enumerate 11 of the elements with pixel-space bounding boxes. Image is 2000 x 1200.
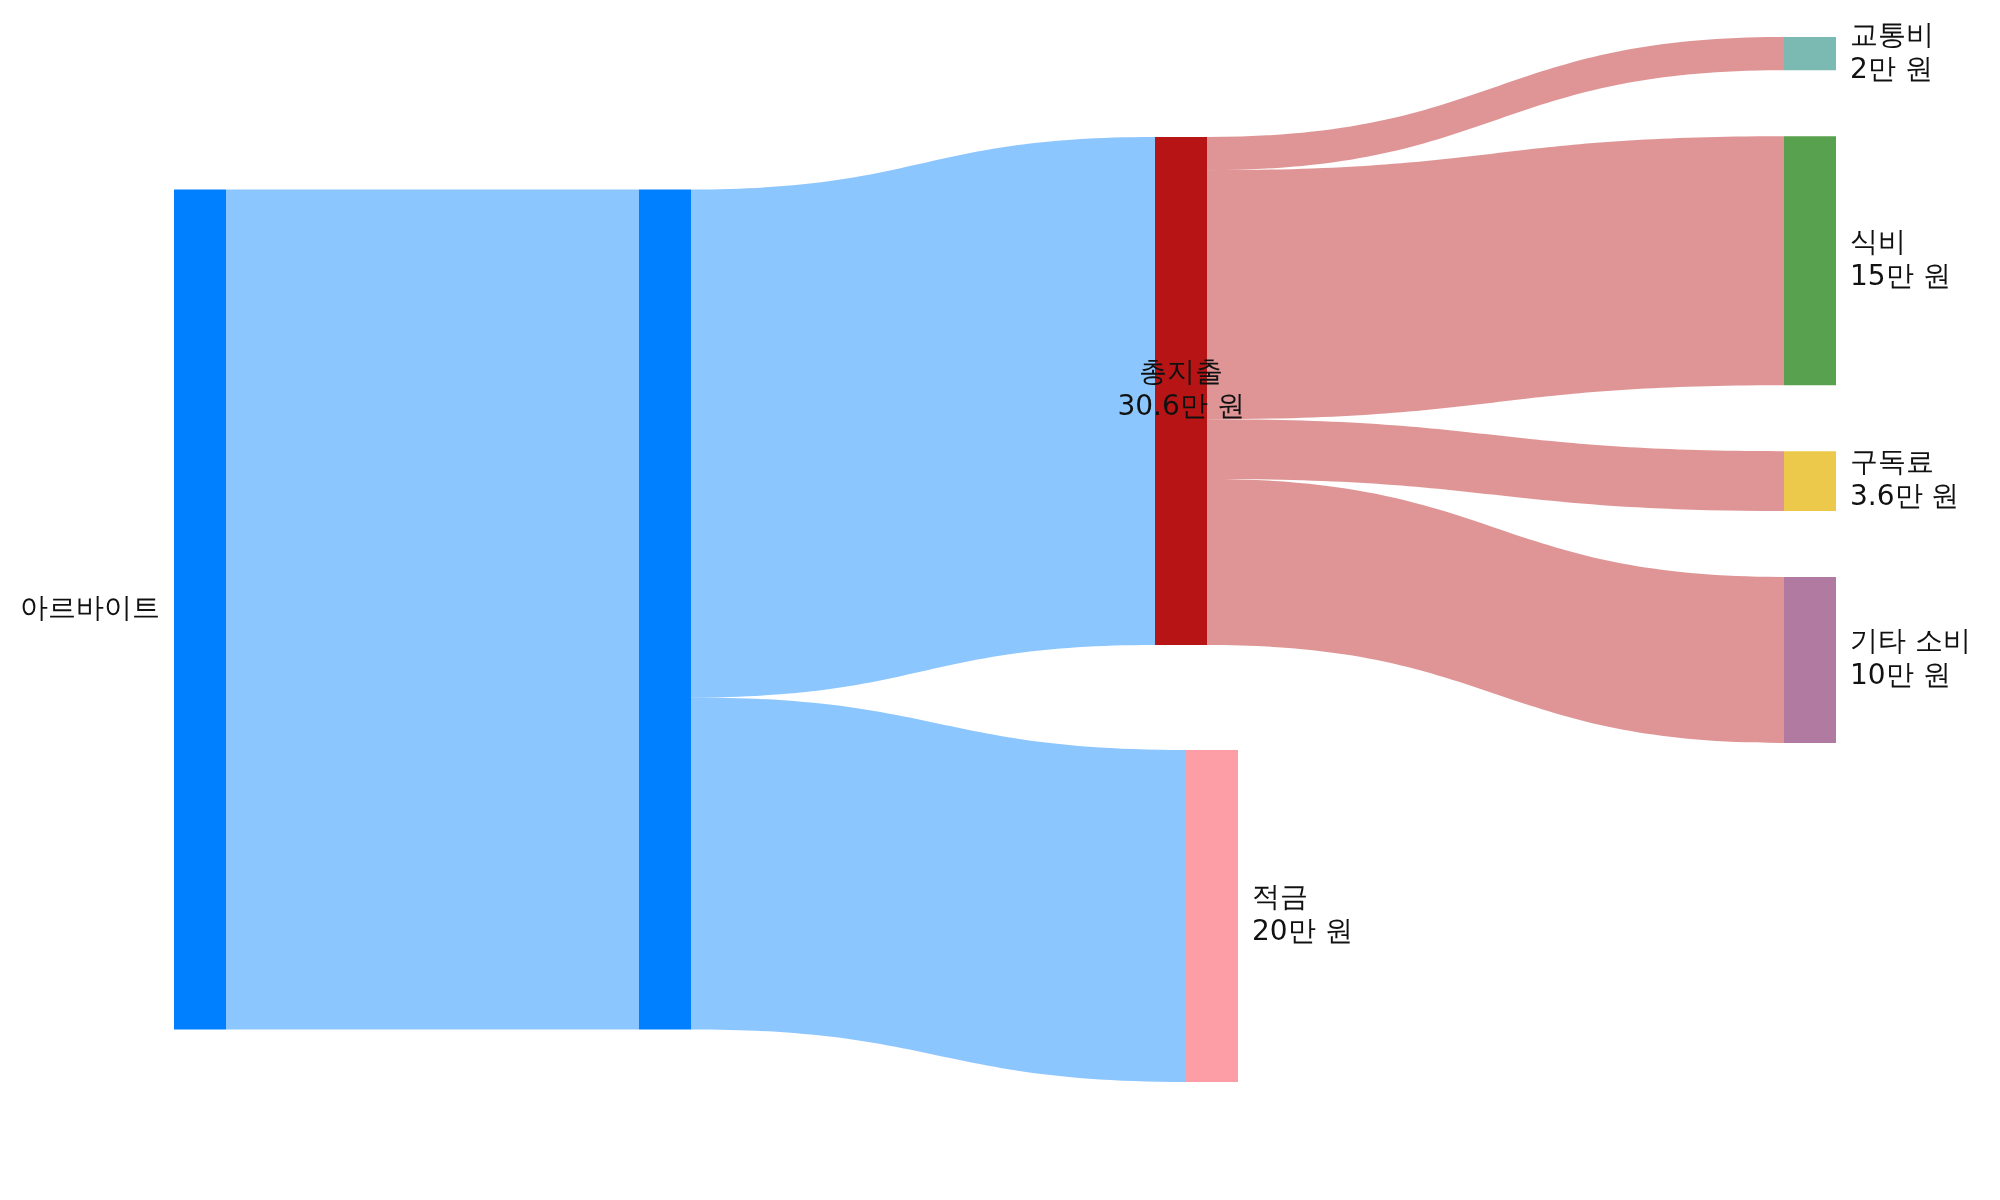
category-label: 아르바이트: [20, 590, 160, 624]
category-label: 교통비: [1850, 17, 1934, 51]
category-label: 기타 소비: [1850, 624, 1971, 658]
data-label: 15만 원: [1850, 258, 1951, 292]
category-label: 구독료: [1850, 445, 1934, 479]
data-label: 2만 원: [1850, 51, 1933, 85]
data-label: 20만 원: [1252, 914, 1353, 948]
data-label: 10만 원: [1850, 658, 1951, 692]
data-label: 3.6만 원: [1850, 479, 1960, 513]
category-label: 적금: [1252, 880, 1308, 914]
category-label: 식비: [1850, 224, 1906, 258]
